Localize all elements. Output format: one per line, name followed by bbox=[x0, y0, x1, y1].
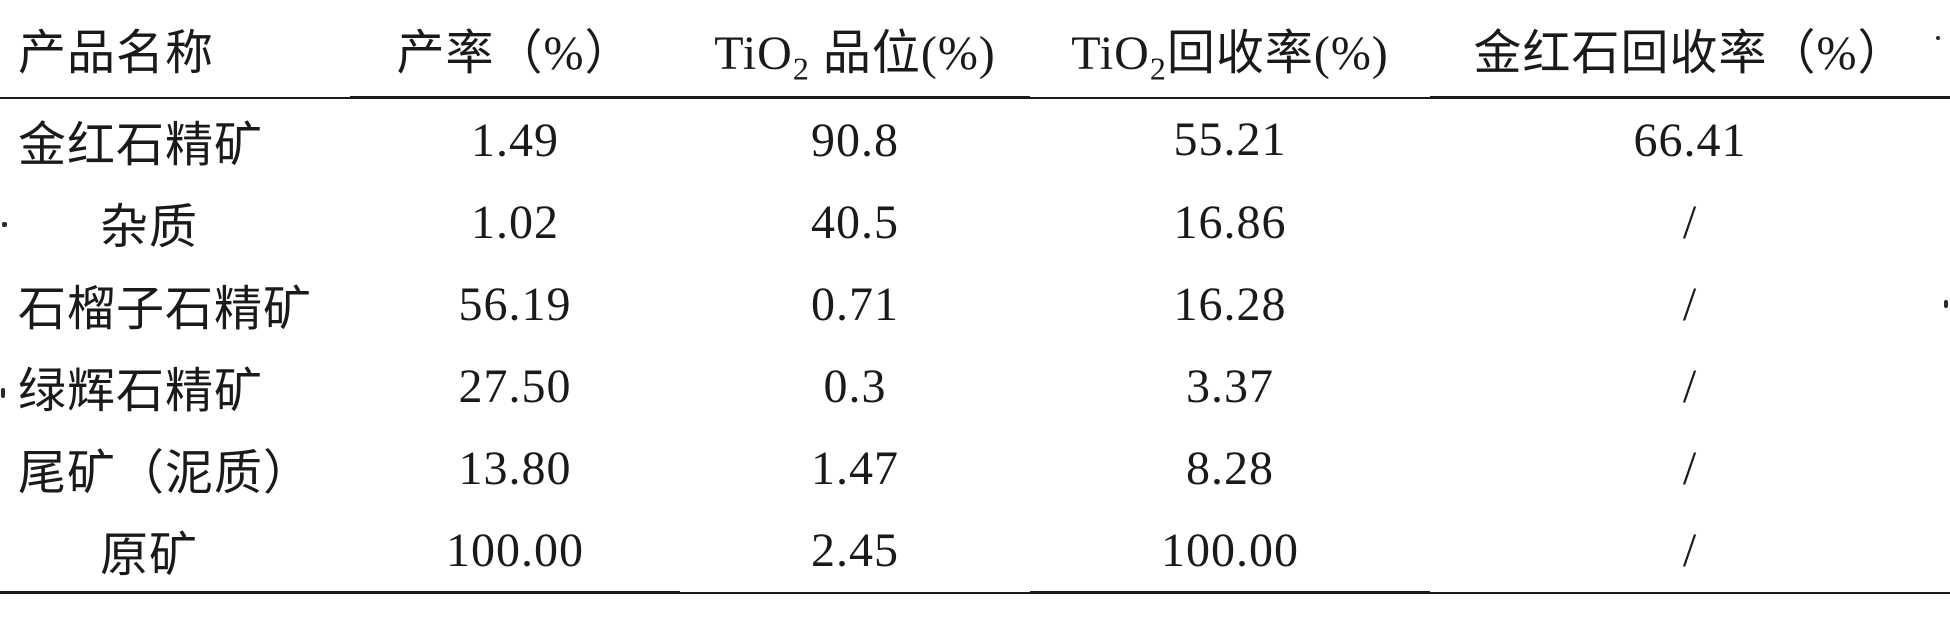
cell-tio2_grade: 1.47 bbox=[680, 427, 1030, 509]
cell-name: 原矿 bbox=[0, 509, 350, 593]
cell-tio2_grade: 40.5 bbox=[680, 181, 1030, 263]
cell-text: / bbox=[1683, 524, 1697, 577]
cell-name: 石榴子石精矿 bbox=[0, 263, 350, 345]
cell-text: / bbox=[1683, 442, 1697, 495]
cell-text: 0.71 bbox=[811, 278, 899, 331]
cell-tio2_recovery: 55.21 bbox=[1030, 98, 1430, 182]
cell-text: 13.80 bbox=[459, 442, 572, 495]
cell-text: 55.21 bbox=[1174, 113, 1287, 166]
cell-text: 0.3 bbox=[824, 360, 887, 413]
cell-text: 尾矿（泥质） bbox=[0, 433, 312, 503]
cell-name: 绿辉石精矿 bbox=[0, 345, 350, 427]
cell-text: 90.8 bbox=[811, 114, 899, 167]
cell-rutile_recovery: / bbox=[1430, 509, 1950, 593]
col-header-label: TiO2回收率(%) bbox=[1071, 27, 1389, 80]
cell-tio2_grade: 2.45 bbox=[680, 509, 1030, 593]
cell-name: 金红石精矿 bbox=[0, 98, 350, 182]
cell-text: 16.86 bbox=[1174, 196, 1287, 249]
cell-text: / bbox=[1683, 278, 1697, 331]
artifact-dot bbox=[1, 388, 5, 398]
cell-text: 1.47 bbox=[811, 442, 899, 495]
col-header-label: TiO2 品位(%) bbox=[714, 27, 996, 80]
cell-text: 1.49 bbox=[471, 114, 559, 167]
table-row: 金红石精矿 1.49 90.8 55.21 66.41 bbox=[0, 98, 1950, 182]
col-header-name: 产品名称 bbox=[0, 0, 350, 98]
table-row: 原矿 100.00 2.45 100.00 / bbox=[0, 509, 1950, 593]
cell-tio2_recovery: 8.28 bbox=[1030, 427, 1430, 509]
cell-yield: 1.02 bbox=[350, 181, 680, 263]
cell-rutile_recovery: 66.41 bbox=[1430, 98, 1950, 182]
cell-tio2_recovery: 100.00 bbox=[1030, 509, 1430, 593]
results-table: 产品名称 产率（%） TiO2 品位(%) TiO2回收率(%) 金红石回收率（… bbox=[0, 0, 1950, 594]
cell-rutile_recovery: / bbox=[1430, 427, 1950, 509]
cell-text: 石榴子石精矿 bbox=[0, 269, 312, 339]
cell-yield: 27.50 bbox=[350, 345, 680, 427]
cell-rutile_recovery: / bbox=[1430, 181, 1950, 263]
cell-rutile_recovery: / bbox=[1430, 263, 1950, 345]
page: 产品名称 产率（%） TiO2 品位(%) TiO2回收率(%) 金红石回收率（… bbox=[0, 0, 1950, 622]
artifact-dot bbox=[1944, 300, 1948, 308]
artifact-dot bbox=[1936, 36, 1940, 40]
col-header-label: 产率（%） bbox=[397, 27, 634, 80]
table-header-row: 产品名称 产率（%） TiO2 品位(%) TiO2回收率(%) 金红石回收率（… bbox=[0, 0, 1950, 98]
table-row: 绿辉石精矿 27.50 0.3 3.37 / bbox=[0, 345, 1950, 427]
col-header-tio2-grade: TiO2 品位(%) bbox=[680, 0, 1030, 98]
col-header-label: 产品名称 bbox=[0, 13, 214, 83]
cell-text: 原矿 bbox=[0, 515, 198, 585]
cell-yield: 100.00 bbox=[350, 509, 680, 593]
col-header-yield: 产率（%） bbox=[350, 0, 680, 98]
cell-name: 尾矿（泥质） bbox=[0, 427, 350, 509]
cell-text: 金红石精矿 bbox=[0, 105, 263, 175]
cell-yield: 13.80 bbox=[350, 427, 680, 509]
table-row: 尾矿（泥质） 13.80 1.47 8.28 / bbox=[0, 427, 1950, 509]
cell-text: / bbox=[1683, 360, 1697, 413]
cell-text: 100.00 bbox=[1161, 524, 1299, 577]
cell-text: 3.37 bbox=[1186, 360, 1274, 413]
cell-text: 杂质 bbox=[0, 187, 198, 257]
artifact-dot bbox=[2, 222, 7, 227]
table-body: 金红石精矿1.4990.855.2166.41杂质1.0240.516.86/石… bbox=[0, 98, 1950, 593]
cell-text: 66.41 bbox=[1634, 114, 1747, 167]
cell-tio2_grade: 0.71 bbox=[680, 263, 1030, 345]
cell-rutile_recovery: / bbox=[1430, 345, 1950, 427]
cell-text: 56.19 bbox=[459, 278, 572, 331]
cell-text: 27.50 bbox=[459, 360, 572, 413]
table-row: 石榴子石精矿 56.19 0.71 16.28 / bbox=[0, 263, 1950, 345]
cell-name: 杂质 bbox=[0, 181, 350, 263]
cell-text: 1.02 bbox=[471, 196, 559, 249]
cell-text: / bbox=[1683, 196, 1697, 249]
cell-tio2_grade: 0.3 bbox=[680, 345, 1030, 427]
cell-tio2_grade: 90.8 bbox=[680, 98, 1030, 182]
cell-text: 8.28 bbox=[1186, 442, 1274, 495]
cell-text: 40.5 bbox=[811, 196, 899, 249]
col-header-tio2-recovery: TiO2回收率(%) bbox=[1030, 0, 1430, 98]
col-header-rutile-recovery: 金红石回收率（%） bbox=[1430, 0, 1950, 98]
cell-text: 绿辉石精矿 bbox=[0, 351, 263, 421]
cell-tio2_recovery: 16.86 bbox=[1030, 181, 1430, 263]
table-row: 杂质 1.02 40.5 16.86 / bbox=[0, 181, 1950, 263]
cell-yield: 1.49 bbox=[350, 98, 680, 182]
col-header-label: 金红石回收率（%） bbox=[1474, 27, 1907, 80]
cell-yield: 56.19 bbox=[350, 263, 680, 345]
cell-tio2_recovery: 16.28 bbox=[1030, 263, 1430, 345]
cell-tio2_recovery: 3.37 bbox=[1030, 345, 1430, 427]
cell-text: 16.28 bbox=[1174, 278, 1287, 331]
cell-text: 2.45 bbox=[811, 524, 899, 577]
cell-text: 100.00 bbox=[446, 524, 584, 577]
